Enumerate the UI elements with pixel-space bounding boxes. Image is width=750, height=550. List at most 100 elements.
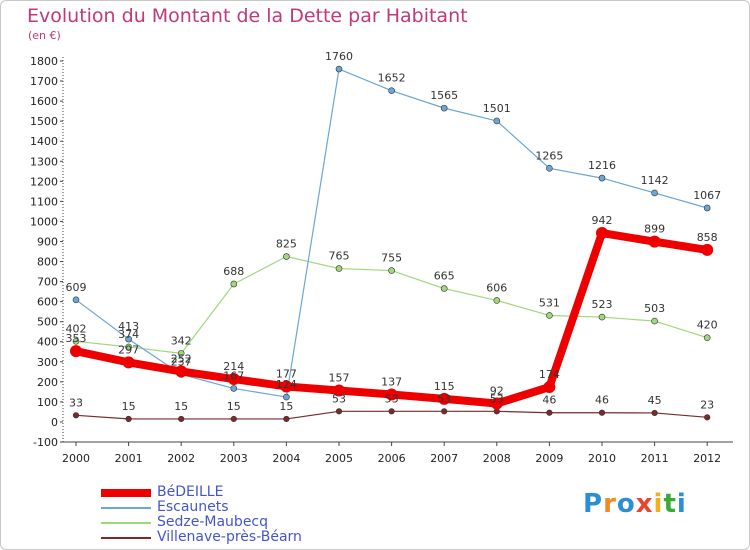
y-tick-label: 800 bbox=[37, 256, 58, 269]
y-tick-label: 1500 bbox=[30, 115, 58, 128]
data-point bbox=[598, 313, 606, 321]
legend-label: Sedze-Maubecq bbox=[157, 514, 269, 530]
data-point bbox=[72, 412, 80, 419]
data-point bbox=[651, 189, 658, 197]
data-point bbox=[546, 409, 553, 416]
y-tick-label: 300 bbox=[37, 356, 58, 369]
data-point bbox=[125, 415, 132, 423]
data-point bbox=[178, 415, 185, 423]
data-label: 1142 bbox=[641, 174, 669, 187]
data-label: 53 bbox=[332, 392, 346, 405]
data-label: 252 bbox=[171, 352, 192, 365]
data-label: 1265 bbox=[535, 149, 563, 162]
data-point bbox=[598, 409, 606, 416]
data-label: 53 bbox=[437, 392, 451, 405]
y-tick-label: 400 bbox=[37, 336, 58, 349]
x-tick-label: 2006 bbox=[378, 452, 406, 465]
x-tick-label: 2010 bbox=[588, 452, 616, 465]
logo-letter: i bbox=[676, 489, 687, 519]
data-label: 420 bbox=[697, 319, 718, 332]
data-label: 177 bbox=[276, 367, 297, 380]
data-point bbox=[230, 415, 237, 423]
data-label: 46 bbox=[595, 394, 609, 407]
x-tick-label: 2012 bbox=[693, 452, 721, 465]
data-point bbox=[283, 393, 290, 401]
legend-item: Escaunets bbox=[101, 500, 302, 515]
data-point bbox=[388, 87, 395, 94]
data-point bbox=[335, 408, 343, 415]
legend-item: Sedze-Maubecq bbox=[101, 515, 302, 530]
data-point bbox=[546, 312, 553, 319]
legend-label: Escaunets bbox=[157, 499, 229, 515]
y-tick-label: 1700 bbox=[30, 75, 58, 88]
data-point bbox=[543, 381, 556, 394]
data-point bbox=[227, 373, 240, 386]
data-point bbox=[596, 227, 608, 240]
data-point bbox=[388, 267, 395, 274]
logo-letter: o bbox=[616, 489, 636, 519]
data-point bbox=[651, 317, 658, 325]
data-label: 167 bbox=[223, 369, 244, 382]
data-label: 92 bbox=[490, 384, 504, 397]
x-tick-label: 2003 bbox=[220, 452, 248, 465]
data-point bbox=[440, 285, 448, 292]
series-villenave-pr-s-b-arn bbox=[72, 408, 711, 423]
data-label: 1067 bbox=[693, 189, 721, 202]
data-point bbox=[283, 253, 290, 260]
proxiti-logo: Proxiti bbox=[583, 489, 687, 519]
data-label: 858 bbox=[697, 231, 718, 244]
y-tick-label: 700 bbox=[37, 276, 58, 289]
data-point bbox=[72, 296, 80, 304]
y-tick-label: 1100 bbox=[30, 195, 58, 208]
data-label: 124 bbox=[276, 378, 297, 391]
data-point bbox=[493, 297, 501, 304]
data-label: 765 bbox=[329, 250, 350, 263]
y-tick-label: 1300 bbox=[30, 155, 58, 168]
data-label: 15 bbox=[279, 400, 293, 413]
legend-item: BéDEILLE bbox=[101, 485, 302, 500]
data-label: 755 bbox=[381, 252, 402, 265]
data-label: 353 bbox=[66, 332, 87, 345]
data-point bbox=[493, 117, 501, 125]
data-label: 237 bbox=[171, 355, 192, 368]
data-label: 342 bbox=[171, 334, 192, 347]
y-tick-label: 1200 bbox=[30, 175, 58, 188]
y-tick-label: 900 bbox=[37, 235, 58, 248]
legend-label: Villenave-près-Béarn bbox=[157, 529, 302, 545]
data-label: 23 bbox=[700, 398, 714, 411]
data-point bbox=[546, 164, 553, 172]
data-label: 45 bbox=[648, 394, 662, 407]
data-point bbox=[440, 104, 448, 112]
data-point bbox=[335, 65, 343, 73]
x-tick-label: 2000 bbox=[62, 452, 90, 465]
chart-title: Evolution du Montant de la Dette par Hab… bbox=[27, 5, 468, 27]
data-point bbox=[704, 414, 711, 421]
data-point bbox=[438, 392, 451, 405]
legend-swatch bbox=[101, 521, 151, 524]
data-point bbox=[70, 345, 82, 358]
data-label: 174 bbox=[539, 368, 560, 381]
y-tick-label: 1600 bbox=[30, 95, 58, 108]
legend: BéDEILLE Escaunets Sedze-Maubecq Villenave-… bbox=[101, 485, 302, 545]
data-point bbox=[651, 409, 658, 417]
data-label: 523 bbox=[592, 298, 613, 311]
data-point bbox=[177, 350, 185, 357]
data-label: 115 bbox=[434, 380, 455, 393]
chart-subtitle: (en €) bbox=[28, 29, 61, 42]
legend-label: BéDEILLE bbox=[157, 484, 224, 500]
data-label: 137 bbox=[381, 375, 402, 388]
x-tick-label: 2011 bbox=[641, 452, 669, 465]
legend-swatch bbox=[101, 536, 151, 539]
data-label: 1760 bbox=[325, 50, 353, 63]
y-tick-label: -100 bbox=[33, 436, 58, 449]
y-tick-label: 600 bbox=[37, 296, 58, 309]
data-label: 688 bbox=[223, 265, 244, 278]
data-point bbox=[703, 334, 711, 342]
data-label: 214 bbox=[223, 360, 244, 373]
data-point bbox=[230, 385, 238, 392]
axes: -100 0 100 200 300 400 500 600 700 800 900 1000 1100… bbox=[30, 55, 733, 465]
x-tick-label: 2005 bbox=[325, 452, 353, 465]
data-point bbox=[490, 397, 503, 410]
